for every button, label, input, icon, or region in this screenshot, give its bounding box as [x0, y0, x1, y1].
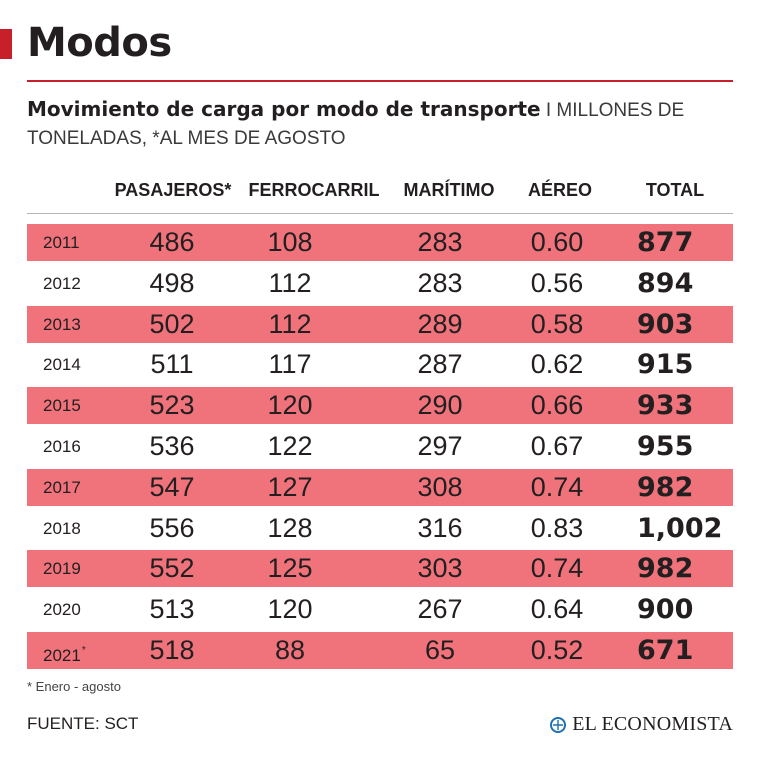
- table-row: 2020 513 120 267 0.64 900: [27, 591, 733, 628]
- column-header-maritimo: MARÍTIMO: [403, 180, 495, 200]
- column-header-pasajeros: PASAJEROS*: [114, 180, 232, 200]
- column-header-total: TOTAL: [645, 180, 705, 200]
- ferrocarril-cell: 120: [267, 390, 313, 421]
- ferrocarril-cell: 125: [267, 553, 313, 584]
- ferrocarril-cell: 120: [267, 594, 313, 625]
- pasajeros-cell: 518: [149, 635, 195, 665]
- maritimo-cell: 297: [417, 431, 463, 461]
- maritimo-cell: 283: [417, 267, 463, 298]
- aereo-cell: 0.64: [530, 594, 584, 625]
- total-cell: 903: [637, 308, 694, 340]
- source-credit: FUENTE: SCT: [27, 714, 139, 733]
- table-row: 2014 511 117 287 0.62 915: [27, 346, 733, 383]
- aereo-cell: 0.56: [530, 267, 584, 298]
- year-cell: 2016: [43, 437, 81, 456]
- maritimo-cell: 65: [424, 635, 456, 665]
- aereo-cell: 0.67: [530, 431, 584, 461]
- ferrocarril-cell: 112: [268, 267, 312, 298]
- total-cell: 915: [637, 349, 694, 381]
- year-cell: 2021*: [43, 645, 86, 665]
- ferrocarril-cell: 108: [267, 227, 313, 257]
- table-row: 2011 486 108 283 0.60 877: [27, 224, 733, 261]
- section-title: Modos: [27, 20, 172, 66]
- aereo-cell: 0.74: [530, 553, 584, 584]
- pasajeros-cell: 547: [149, 471, 195, 502]
- ferrocarril-cell: 127: [267, 471, 313, 502]
- year-cell: 2019: [43, 559, 81, 579]
- aereo-cell: 0.52: [530, 635, 584, 665]
- header-divider: [27, 213, 733, 214]
- pasajeros-cell: 502: [149, 308, 195, 339]
- total-cell: 982: [637, 471, 694, 503]
- chart-headline: Movimiento de carga por modo de transpor…: [27, 95, 747, 153]
- year-cell: 2017: [43, 477, 81, 497]
- column-header-aereo: AÉREO: [527, 180, 592, 200]
- aereo-cell: 0.60: [530, 227, 584, 257]
- year-cell: 2013: [43, 314, 81, 334]
- table-row: 2016 536 122 297 0.67 955: [27, 428, 733, 465]
- pasajeros-cell: 498: [149, 267, 195, 298]
- year-cell: 2014: [43, 355, 81, 375]
- maritimo-cell: 283: [417, 227, 463, 257]
- pasajeros-cell: 536: [149, 431, 195, 461]
- table-row: 2021* 518 88 65 0.52 671: [27, 632, 733, 669]
- maritimo-cell: 267: [417, 594, 463, 625]
- table-row: 2013 502 112 289 0.58 903: [27, 305, 733, 343]
- table-row: 2015 523 120 290 0.66 933: [27, 387, 733, 425]
- brand-logo: EL ECONOMISTA: [550, 713, 733, 736]
- maritimo-cell: 289: [417, 308, 463, 339]
- title-divider: [27, 80, 733, 82]
- table-row: 2018 556 128 316 0.83 1,002: [27, 510, 733, 547]
- chart-title: Movimiento de carga por modo de transpor…: [27, 97, 541, 121]
- brand-name: EL ECONOMISTA: [572, 713, 733, 735]
- ferrocarril-cell: 88: [274, 635, 306, 665]
- aereo-cell: 0.83: [530, 512, 584, 543]
- year-cell: 2018: [43, 518, 81, 538]
- ferrocarril-cell: 122: [267, 431, 313, 461]
- pasajeros-cell: 511: [150, 349, 194, 380]
- maritimo-cell: 316: [417, 512, 463, 543]
- ferrocarril-cell: 117: [268, 349, 312, 380]
- total-cell: 955: [637, 431, 694, 462]
- table-row: 2017 547 127 308 0.74 982: [27, 468, 733, 506]
- year-cell: 2012: [43, 273, 81, 293]
- aereo-cell: 0.74: [530, 471, 584, 502]
- pasajeros-cell: 486: [149, 227, 195, 257]
- total-cell: 877: [637, 227, 694, 258]
- year-cell: 2020: [43, 600, 81, 620]
- chart-subtitle: I MILLONES DE TONELADAS, *AL MES DE AGOS…: [27, 100, 685, 149]
- ferrocarril-cell: 112: [268, 308, 312, 339]
- total-cell: 1,002: [637, 512, 723, 544]
- maritimo-cell: 308: [417, 471, 463, 502]
- maritimo-cell: 287: [417, 349, 463, 380]
- total-cell: 671: [637, 635, 694, 666]
- pasajeros-cell: 552: [149, 553, 195, 584]
- aereo-cell: 0.58: [530, 308, 584, 339]
- table-row: 2012 498 112 283 0.56 894: [27, 265, 733, 302]
- year-cell: 2011: [43, 233, 80, 252]
- total-cell: 900: [637, 594, 694, 626]
- aereo-cell: 0.62: [530, 349, 584, 380]
- pasajeros-cell: 556: [149, 512, 195, 543]
- total-cell: 933: [637, 390, 694, 422]
- maritimo-cell: 290: [417, 390, 463, 421]
- pasajeros-cell: 513: [149, 594, 195, 625]
- maritimo-cell: 303: [417, 553, 463, 584]
- section-accent-bar: [0, 29, 12, 59]
- table-row: 2019 552 125 303 0.74 982: [27, 550, 733, 588]
- total-cell: 894: [637, 267, 694, 299]
- ferrocarril-cell: 128: [267, 512, 313, 543]
- year-cell: 2015: [43, 396, 81, 416]
- aereo-cell: 0.66: [530, 390, 584, 421]
- column-header-ferrocarril: FERROCARRIL: [248, 180, 380, 200]
- brand-globe-icon: [550, 716, 567, 733]
- total-cell: 982: [637, 553, 694, 585]
- footnote: * Enero - agosto: [27, 679, 121, 694]
- pasajeros-cell: 523: [149, 390, 195, 421]
